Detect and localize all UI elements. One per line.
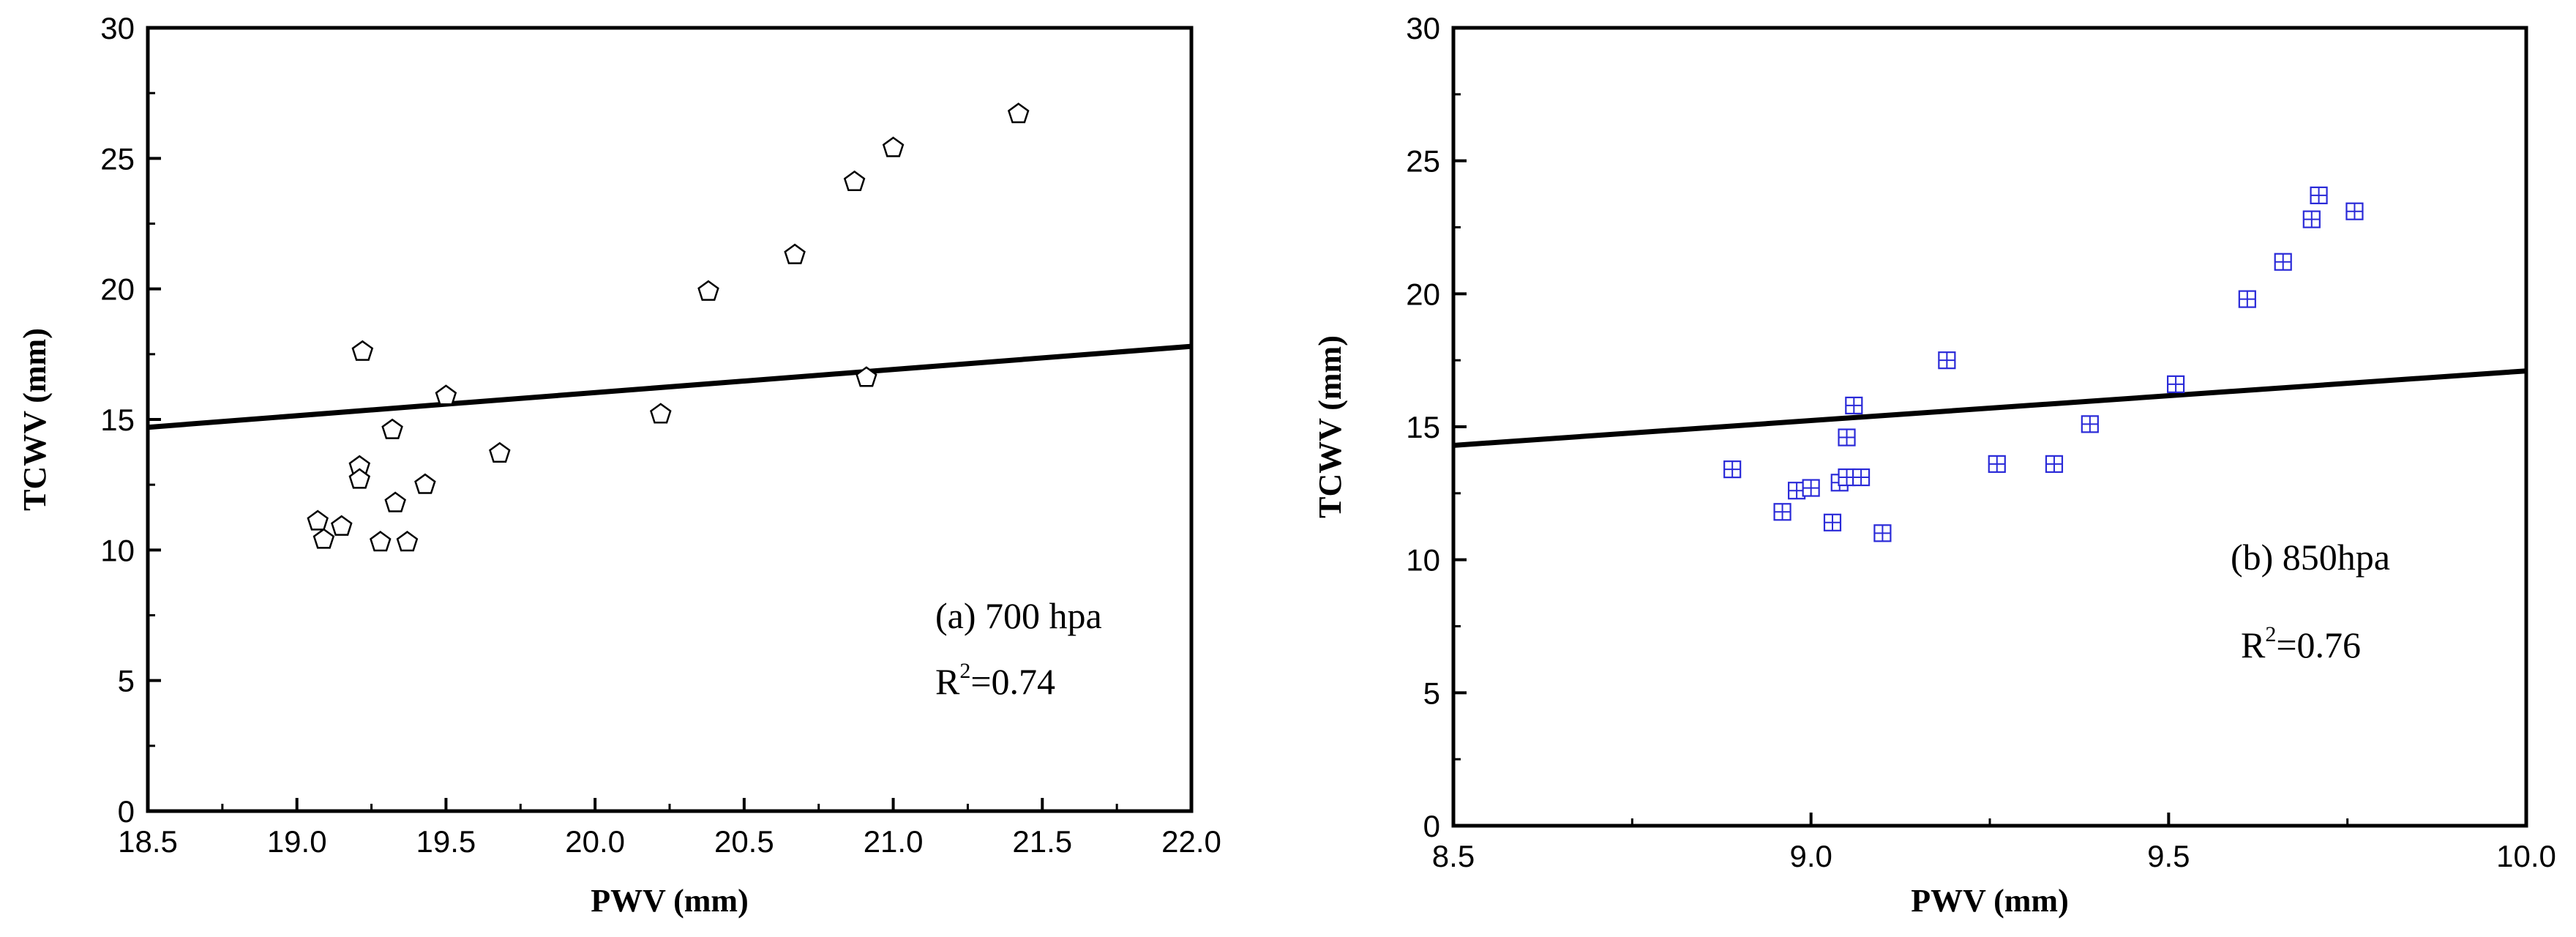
r-squared-label: R2=0.74 — [935, 659, 1055, 702]
y-axis-ticks: 0 5 10 15 20 25 30 — [1406, 11, 1467, 843]
data-point — [1823, 513, 1842, 531]
data-point — [307, 509, 329, 531]
y-tick-label: 5 — [118, 664, 135, 698]
data-point — [1852, 468, 1871, 487]
data-point — [384, 491, 406, 512]
data-point — [843, 170, 866, 192]
x-tick-label: 21.5 — [1012, 824, 1072, 859]
data-point — [2274, 253, 2292, 271]
y-tick-label: 30 — [1406, 11, 1440, 45]
x-tick-label: 22.0 — [1161, 824, 1221, 859]
x-tick-label: 9.0 — [1789, 839, 1832, 873]
data-point — [2045, 455, 2064, 473]
data-point — [414, 473, 436, 494]
y-axis-title: TCWV (mm) — [17, 328, 53, 511]
x-tick-label: 19.5 — [416, 824, 476, 859]
r-squared-value: =0.76 — [2276, 624, 2361, 665]
data-point — [1938, 351, 1956, 370]
y-tick-label: 30 — [100, 11, 135, 45]
data-point — [650, 403, 672, 424]
r-squared-superscript: 2 — [2265, 622, 2276, 646]
data-point — [2310, 186, 2328, 204]
regression-line — [147, 343, 1192, 430]
y-tick-label: 0 — [118, 794, 135, 829]
panel-700hpa: 18.5 19.0 19.5 20.0 20.5 21.0 21.5 22.0 0 5 10 15 2… — [17, 11, 1221, 919]
y-axis-title: TCWV (mm) — [1312, 335, 1348, 518]
x-axis-ticks: 18.5 19.0 19.5 20.0 20.5 21.0 21.5 22.0 — [118, 798, 1221, 859]
data-point — [1007, 102, 1030, 124]
x-tick-label: 20.0 — [565, 824, 625, 859]
x-tick-label: 18.5 — [118, 824, 178, 859]
y-tick-label: 0 — [1423, 809, 1440, 843]
data-point — [396, 531, 419, 552]
data-point — [435, 384, 457, 406]
data-point — [784, 243, 806, 264]
x-axis-title: PWV (mm) — [591, 883, 748, 919]
data-point — [1838, 428, 1856, 447]
x-tick-label: 9.5 — [2147, 839, 2190, 873]
data-point — [1723, 460, 1742, 479]
data-point — [1788, 482, 1806, 500]
y-tick-label: 10 — [100, 533, 135, 567]
x-axis-ticks: 8.5 9.0 9.5 10.0 — [1432, 813, 2556, 873]
x-tick-label: 8.5 — [1432, 839, 1475, 873]
panel-label: (b) 850hpa — [2231, 537, 2390, 578]
data-point — [489, 441, 511, 463]
data-point — [2345, 202, 2364, 220]
r-squared-value: =0.74 — [970, 661, 1055, 702]
x-axis-title: PWV (mm) — [1911, 883, 2068, 919]
r-squared-superscript: 2 — [959, 659, 970, 683]
data-point — [1773, 503, 1791, 521]
regression-line — [1453, 368, 2527, 448]
data-point — [882, 136, 905, 157]
x-tick-label: 10.0 — [2496, 839, 2556, 873]
r-squared-symbol: R — [2241, 624, 2266, 665]
y-tick-label: 20 — [1406, 277, 1440, 311]
r-squared-symbol: R — [935, 661, 960, 702]
x-tick-label: 19.0 — [267, 824, 327, 859]
data-point — [1845, 396, 1863, 415]
data-point — [1802, 479, 1820, 497]
y-tick-label: 25 — [100, 141, 135, 176]
data-point — [697, 280, 719, 301]
y-tick-label: 25 — [1406, 144, 1440, 179]
y-tick-label: 20 — [100, 272, 135, 307]
scatter-points — [1723, 186, 2364, 542]
x-tick-label: 20.5 — [714, 824, 774, 859]
data-point — [2302, 210, 2321, 228]
data-point — [2238, 290, 2256, 308]
scatter-points — [307, 102, 1030, 552]
y-tick-label: 5 — [1423, 676, 1440, 710]
data-point — [1873, 524, 1892, 542]
panel-850hpa: 8.5 9.0 9.5 10.0 0 5 10 15 20 25 30 PWV (mm) TCWV… — [1312, 11, 2556, 919]
data-point — [312, 528, 335, 549]
y-tick-label: 15 — [100, 403, 135, 437]
r-squared-label: R2=0.76 — [2241, 622, 2361, 665]
data-point — [2081, 415, 2099, 433]
plot-frame — [146, 26, 1194, 813]
x-tick-label: 21.0 — [864, 824, 924, 859]
data-point — [351, 340, 374, 361]
plot-frame — [1451, 26, 2528, 828]
data-point — [1988, 455, 2006, 473]
y-tick-label: 15 — [1406, 410, 1440, 444]
data-point — [331, 515, 353, 536]
data-point — [370, 531, 392, 552]
data-point — [381, 418, 403, 439]
y-tick-label: 10 — [1406, 543, 1440, 578]
data-point — [2167, 375, 2185, 393]
data-point — [855, 366, 877, 387]
y-axis-ticks: 0 5 10 15 20 25 30 — [100, 11, 161, 829]
panel-label: (a) 700 hpa — [935, 595, 1102, 636]
data-point — [348, 468, 371, 489]
